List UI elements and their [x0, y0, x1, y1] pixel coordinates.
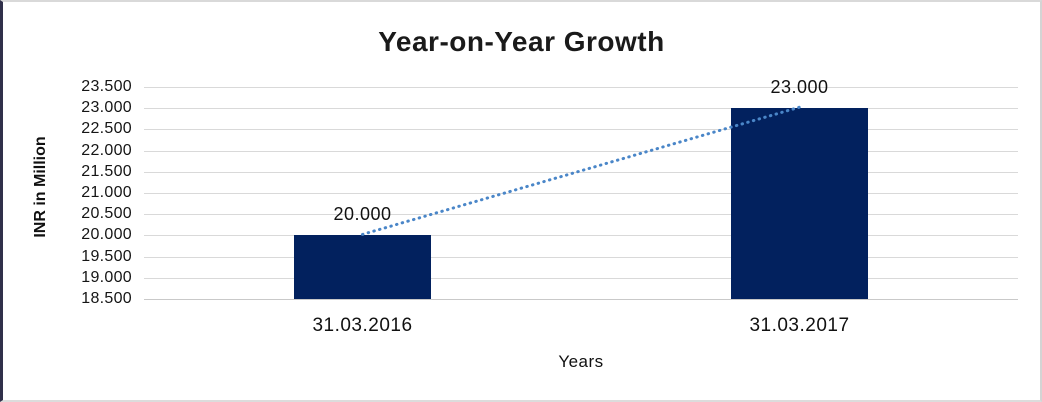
gridline [144, 256, 1018, 258]
bar-data-label: 20.000 [333, 204, 392, 225]
gridline [144, 129, 1018, 131]
gridline [144, 235, 1018, 237]
y-tick-label: 19.000 [81, 268, 132, 286]
y-tick-label: 22.000 [81, 141, 132, 159]
category-label: 31.03.2016 [312, 315, 413, 336]
y-tick-label: 22.500 [81, 120, 132, 138]
y-tick-label: 23.000 [81, 99, 132, 117]
gridline [144, 299, 1018, 300]
y-tick-label: 19.500 [81, 247, 132, 265]
x-axis-title: Years [558, 352, 604, 371]
gridline [144, 193, 1018, 194]
gridline [144, 277, 1018, 279]
bar-data-label: 23.000 [770, 77, 829, 98]
trendline [361, 105, 801, 236]
gridline [144, 87, 1018, 88]
y-tick-label: 21.000 [81, 184, 132, 201]
y-tick-label: 23.500 [81, 78, 132, 95]
gridline [144, 150, 1018, 152]
y-tick-label: 18.500 [81, 290, 132, 307]
gridline [144, 214, 1018, 216]
gridline [144, 108, 1018, 110]
category-label: 31.03.2017 [749, 315, 850, 336]
y-tick-label: 20.500 [81, 205, 132, 223]
bar-31.03.2016 [294, 235, 431, 299]
y-tick-label: 21.500 [81, 162, 132, 180]
bar-31.03.2017 [731, 108, 868, 299]
y-tick-label: 20.000 [81, 226, 132, 244]
chart-title: Year-on-Year Growth [378, 26, 665, 57]
gridline [144, 171, 1018, 173]
